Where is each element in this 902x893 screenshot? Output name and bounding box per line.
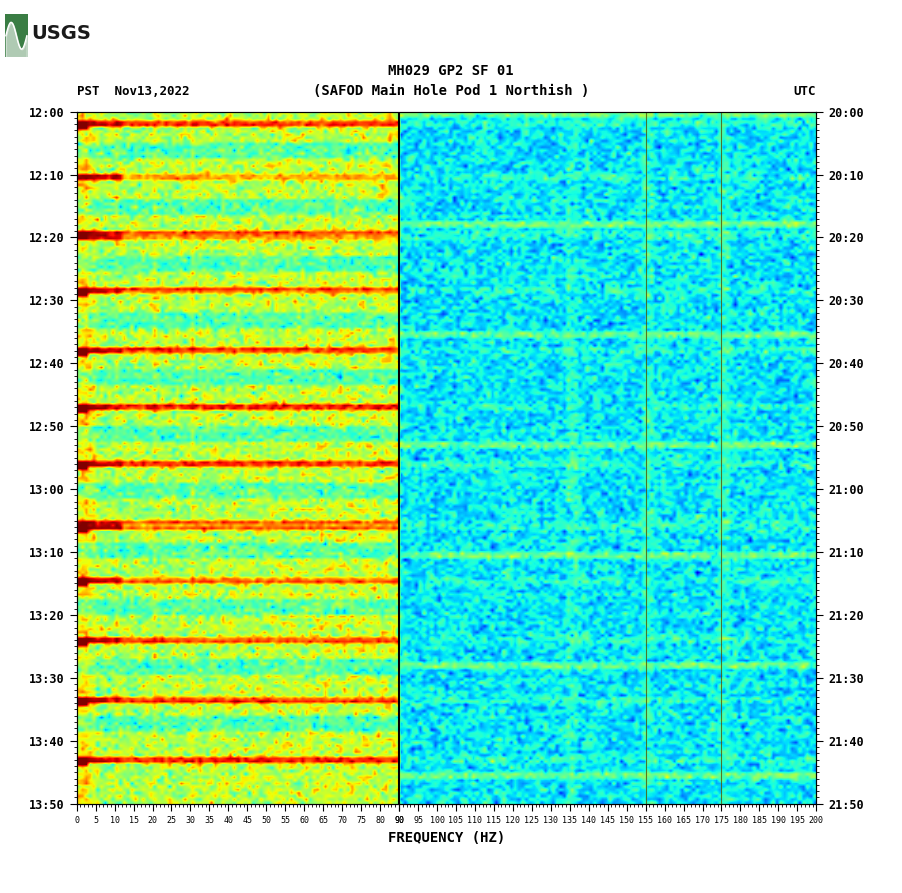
Text: USGS: USGS: [32, 23, 91, 43]
Text: PST  Nov13,2022: PST Nov13,2022: [77, 85, 189, 97]
Text: (SAFOD Main Hole Pod 1 Northish ): (SAFOD Main Hole Pod 1 Northish ): [313, 84, 589, 98]
FancyBboxPatch shape: [5, 14, 28, 57]
Text: UTC: UTC: [794, 85, 816, 97]
X-axis label: FREQUENCY (HZ): FREQUENCY (HZ): [388, 831, 505, 846]
Text: MH029 GP2 SF 01: MH029 GP2 SF 01: [388, 64, 514, 79]
